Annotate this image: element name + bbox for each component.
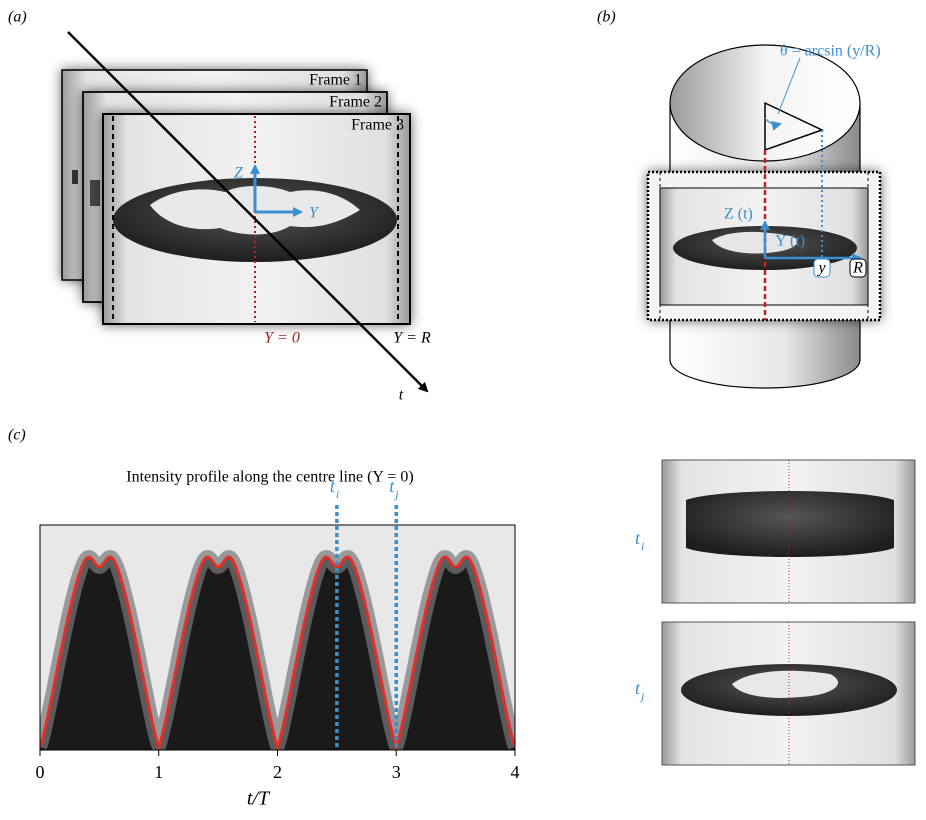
- frame-label: Frame 3: [351, 117, 404, 134]
- y-label: Y (t): [775, 233, 805, 250]
- x-tick-label: 4: [511, 762, 520, 782]
- snapshot-label-sub: i: [641, 539, 644, 553]
- figure: (a) Frame 1 Frame 2 Frame 3 Z Y Y = 0 Y …: [0, 0, 926, 820]
- snapshot-tj: [662, 622, 915, 765]
- frame-label: Frame 2: [329, 94, 382, 111]
- edge-label: Y = R: [393, 330, 431, 347]
- axis-label: Z: [234, 165, 244, 182]
- r-label: R: [852, 260, 863, 277]
- frame-label: Frame 1: [309, 72, 362, 89]
- angle-label: θ = arcsin (y/R): [780, 43, 881, 60]
- x-tick-label: 3: [392, 762, 401, 782]
- marker-label-sub: i: [336, 487, 339, 501]
- snapshot-ti: [662, 460, 915, 603]
- x-tick-label: 1: [154, 762, 163, 782]
- panel-label: (a): [8, 9, 27, 26]
- plot-title: Intensity profile along the centre line …: [126, 469, 413, 486]
- x-axis-label: t/T: [247, 788, 271, 810]
- y-small-label: y: [816, 260, 826, 277]
- panel-label: (b): [597, 9, 616, 26]
- centre-label: Y = 0: [264, 330, 300, 347]
- x-tick-label: 2: [273, 762, 282, 782]
- z-label: Z (t): [724, 206, 753, 223]
- time-label: t: [399, 387, 404, 404]
- panel-label: (c): [8, 427, 26, 444]
- x-tick-label: 0: [36, 762, 45, 782]
